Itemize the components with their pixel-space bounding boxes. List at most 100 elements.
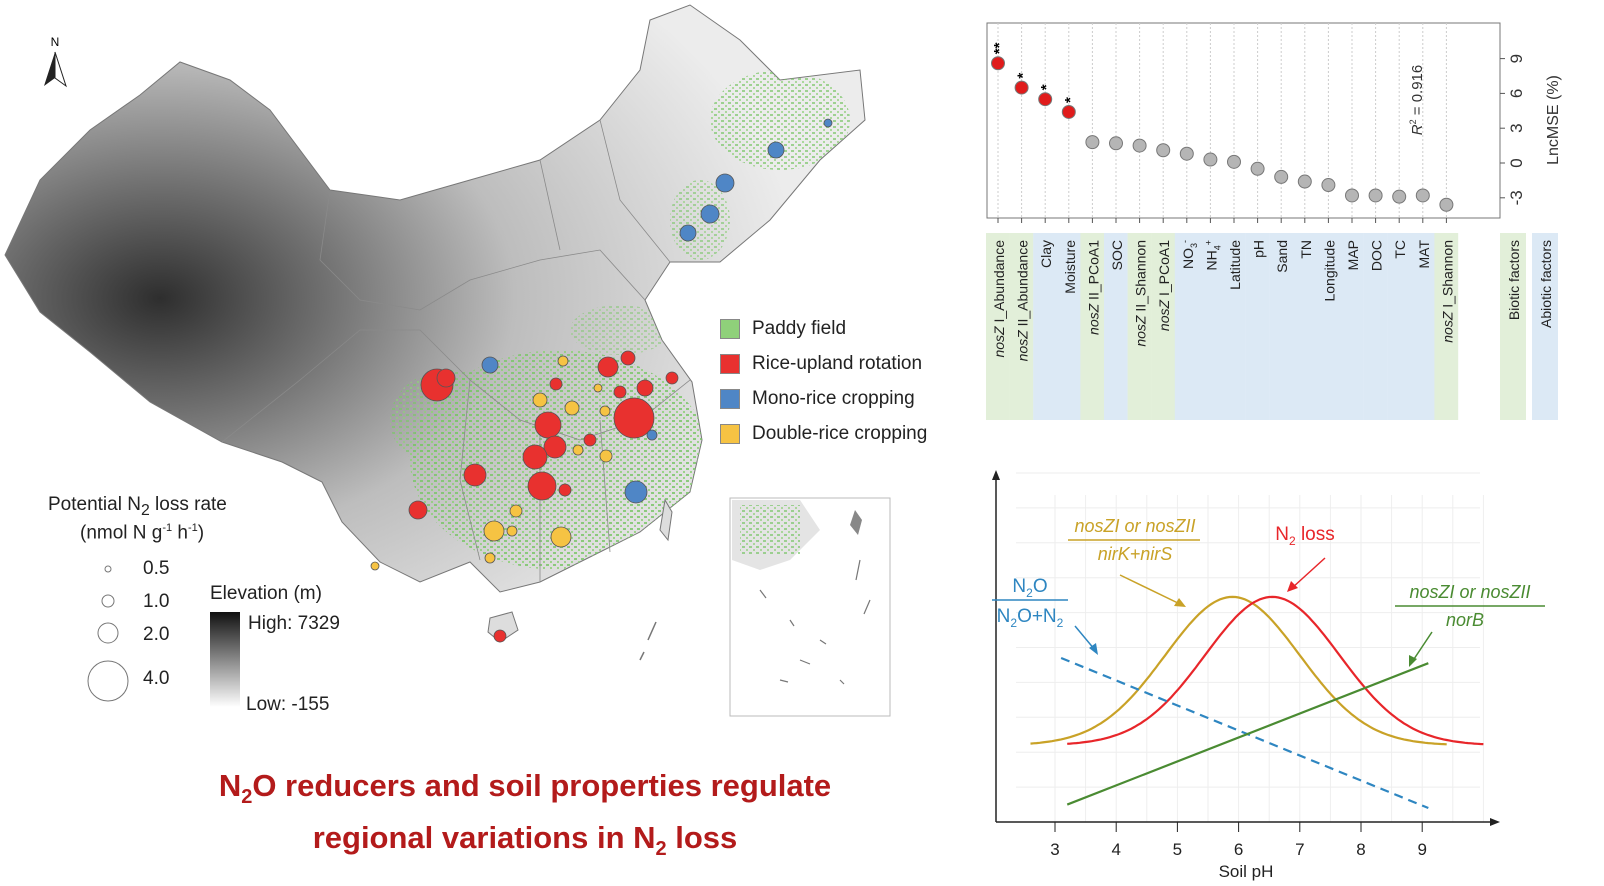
text-span: I_PCoA1 (1156, 240, 1172, 300)
site-marker (481, 356, 499, 374)
label-arrow (1119, 574, 1183, 606)
legend-item: Rice-upland rotation (720, 353, 922, 375)
legend-label: Paddy field (752, 318, 847, 339)
text-span: I_Abundance (991, 240, 1007, 327)
title-text: regional variations in N (312, 820, 656, 855)
site-marker (767, 141, 785, 159)
x-tick-label: 9 (1417, 840, 1426, 859)
category-label: NH4+ (1203, 240, 1222, 271)
category-band (1340, 233, 1364, 420)
site-marker (599, 405, 611, 417)
site-marker (370, 561, 380, 571)
superscript: -1 (162, 522, 173, 534)
category-band (1104, 233, 1128, 420)
series-label-n2-loss: N2 loss (1275, 524, 1335, 548)
text-span: Longitude (1321, 240, 1337, 302)
data-point (1061, 104, 1076, 119)
label-arrow (1291, 557, 1326, 589)
site-marker (599, 449, 613, 463)
category-label: pH (1251, 240, 1267, 258)
figure-title-line1: N2O reducers and soil properties regulat… (60, 768, 990, 809)
category-label: nosZ II_PCoA1 (1085, 240, 1101, 335)
legend-label: Mono-rice cropping (752, 388, 915, 409)
category-band (1080, 233, 1105, 420)
title-text: loss (666, 820, 738, 855)
site-marker (550, 526, 572, 548)
text-span: II_Abundance (1015, 240, 1031, 331)
taiwan-island (659, 498, 673, 542)
site-marker (583, 433, 597, 447)
data-point (1109, 136, 1123, 151)
category-band (1151, 233, 1175, 420)
text-span: O+N (1017, 606, 1057, 627)
site-marker (593, 383, 603, 393)
site-marker (597, 356, 619, 378)
series-label-numerator: nosZI or nosZII (1074, 516, 1195, 536)
category-band (1174, 233, 1199, 420)
x-tick-label: 8 (1356, 840, 1365, 859)
site-marker (436, 368, 456, 388)
site-marker (506, 525, 518, 537)
group-legend-label: Biotic factors (1506, 240, 1522, 320)
site-marker (636, 379, 654, 397)
size-legend-title-text: loss rate (149, 494, 227, 515)
text-span: I_Shannon (1439, 240, 1455, 312)
site-marker (534, 411, 562, 439)
text-span: NH (1203, 250, 1219, 270)
text-span: 2 (1026, 586, 1033, 600)
category-band (1245, 233, 1270, 420)
text-span: nosZ (1015, 330, 1031, 362)
data-point (1368, 188, 1383, 203)
unit-text: ) (197, 522, 205, 544)
category-band (1410, 233, 1435, 420)
text-span: 3 (1189, 243, 1199, 248)
data-point (1203, 152, 1218, 167)
series-line (1066, 662, 1429, 806)
data-point (1038, 92, 1053, 107)
text-span: II_PCoA1 (1085, 240, 1101, 304)
site-marker (613, 397, 655, 439)
text-span: 2 (1057, 616, 1064, 630)
y-tick-label: 6 (1507, 89, 1526, 98)
elevation-low-label: Low: -155 (246, 694, 330, 715)
text-span: Clay (1038, 240, 1054, 268)
title-text: O reducers and soil properties regulate (252, 768, 832, 803)
legend-swatch (720, 424, 740, 444)
figure-title-line2: regional variations in N2 loss (60, 820, 990, 861)
r-squared-annotation: R2 = 0.916 (1408, 65, 1426, 136)
series-line (1067, 595, 1484, 746)
legend-label: Double-rice cropping (752, 423, 928, 444)
text-span: nosZ (1133, 315, 1149, 347)
y-tick-label: 3 (1507, 123, 1526, 132)
text-span: loss (1296, 524, 1335, 545)
text-span: N (997, 606, 1011, 627)
china-map: N (4, 4, 891, 717)
title-text: N (218, 768, 242, 803)
arrowhead-icon (1089, 643, 1098, 655)
size-circle-4.0 (87, 660, 129, 702)
legend-item: Mono-rice cropping (720, 388, 915, 410)
site-marker (532, 392, 548, 408)
category-label: TN (1298, 240, 1314, 259)
series-line (1060, 656, 1429, 810)
category-band (1127, 233, 1152, 420)
significance-marker: * (1038, 84, 1055, 90)
size-value: 1.0 (143, 591, 170, 612)
category-label: Latitude (1227, 240, 1243, 290)
text-span: SOC (1109, 240, 1125, 270)
plot-area (986, 22, 1501, 219)
size-legend-circles (87, 565, 129, 702)
size-legend-unit: (nmol N g-1 h-1) (80, 522, 204, 544)
legend-swatch (720, 389, 740, 409)
site-marker (572, 444, 584, 456)
category-band (1009, 233, 1034, 420)
category-label: Longitude (1321, 240, 1337, 302)
category-label: MAP (1345, 240, 1361, 270)
x-axis-arrow-icon (1490, 818, 1500, 826)
site-marker (715, 173, 735, 193)
text-span: R (1409, 124, 1426, 135)
text-span: TC (1392, 240, 1408, 259)
legend-item: Paddy field (720, 318, 846, 340)
